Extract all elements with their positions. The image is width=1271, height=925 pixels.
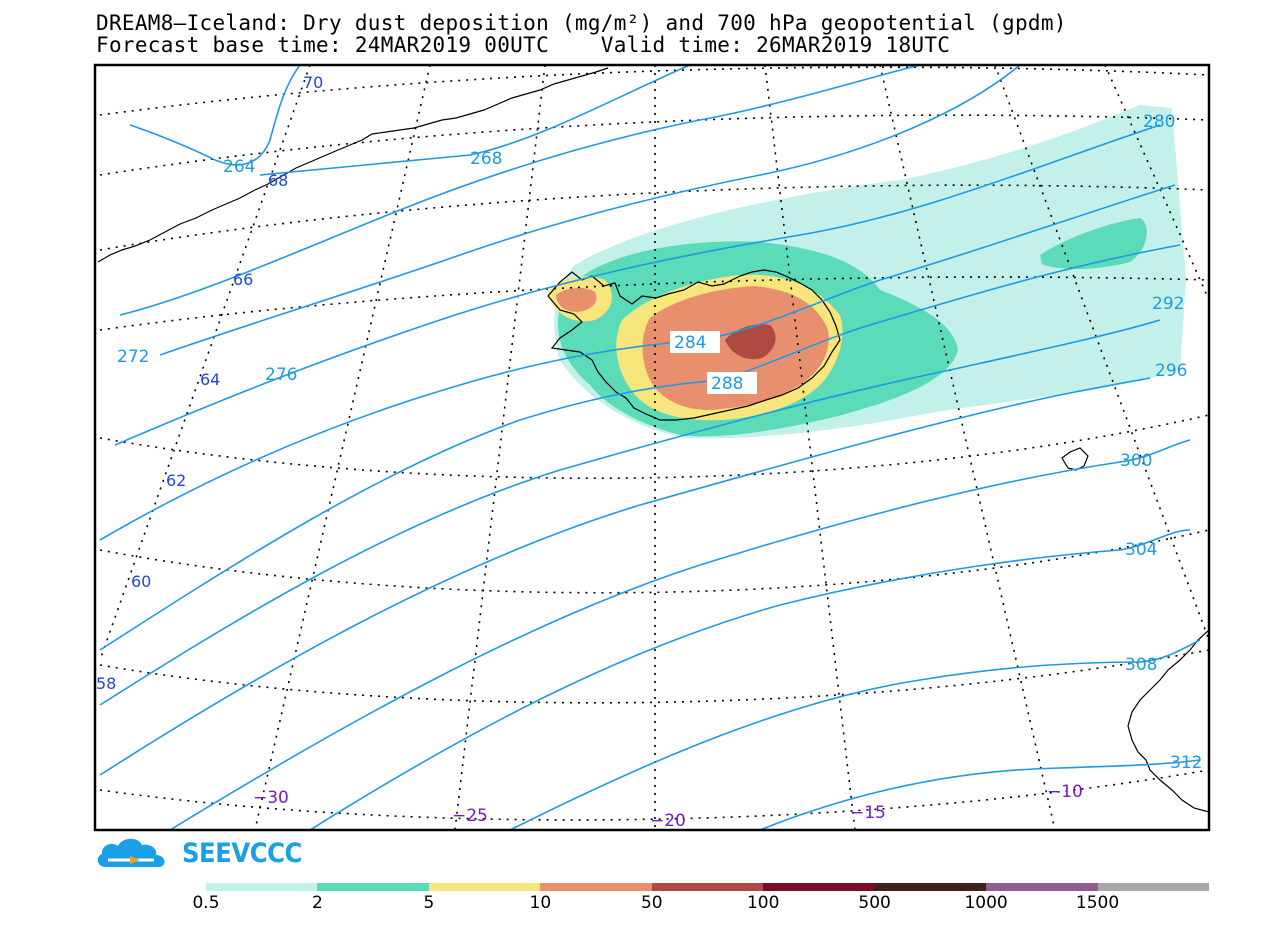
contour-304 — [309, 529, 1191, 830]
lat-line — [99, 414, 1209, 480]
colorbar-bin — [206, 883, 318, 891]
lon-line — [879, 65, 1056, 830]
contour-292 — [99, 319, 1161, 706]
map-title: DREAM8–Iceland: Dry dust deposition (mg/… — [96, 11, 1067, 35]
colorbar-label: 10 — [529, 893, 552, 913]
colorbar-bin — [540, 883, 653, 891]
lon-line — [99, 65, 311, 661]
contour-label: 276 — [265, 365, 297, 385]
colorbar-bin — [874, 883, 987, 891]
lon-line — [764, 65, 856, 830]
contour-label: 296 — [1155, 361, 1187, 381]
iceland-coast — [547, 269, 841, 421]
colorbar-label: 2 — [312, 893, 323, 913]
dust-band-10-west — [556, 287, 597, 312]
contour-label: 312 — [1170, 753, 1202, 773]
contour-288 — [99, 244, 1181, 651]
contour-label: 264 — [223, 157, 255, 177]
colorbar-label: 50 — [640, 893, 663, 913]
latitude-label: 62 — [166, 471, 186, 490]
latitude-label: 64 — [200, 370, 220, 389]
colorbar-label: 1000 — [964, 893, 1008, 913]
colorbar-label: 0.5 — [192, 893, 220, 913]
contour-label: 272 — [117, 347, 149, 367]
longitude-label: −25 — [452, 806, 488, 826]
latitude-label: 58 — [96, 674, 116, 693]
map-subtitle: Forecast base time: 24MAR2019 00UTC Vali… — [96, 33, 951, 57]
colorbar-bin — [763, 883, 876, 891]
colorbar-bin — [317, 883, 430, 891]
contour-268 — [259, 65, 691, 176]
graticule — [99, 65, 1209, 830]
lat-line — [99, 649, 1209, 704]
geopotential-contours — [99, 65, 1201, 830]
colorbar-bin — [1097, 883, 1210, 891]
lat-line — [99, 529, 1209, 594]
contour-296 — [99, 377, 1151, 776]
contour-300 — [169, 439, 1191, 830]
contour-label: 280 — [1143, 112, 1175, 132]
latitude-label: 70 — [303, 73, 323, 92]
colorbar-bin — [428, 883, 541, 891]
colorbar-label: 100 — [746, 893, 780, 913]
contour-label: 308 — [1125, 655, 1157, 675]
coastlines — [97, 67, 1209, 813]
latitude-label: 66 — [233, 270, 253, 289]
norway-coast — [1127, 629, 1209, 813]
dust-band-50 — [725, 324, 776, 360]
colorbar-label: 500 — [858, 893, 891, 913]
map-frame — [93, 63, 1211, 832]
colorbar-label: 1500 — [1075, 893, 1120, 913]
contour-label-box — [670, 331, 720, 353]
logo-text: SEEVCCC — [182, 838, 302, 869]
longitude-label: −20 — [650, 811, 686, 831]
contour-label: 292 — [1152, 294, 1184, 314]
longitude-label: −30 — [253, 788, 289, 808]
colorbar-bin — [986, 883, 1099, 891]
contour-312 — [759, 759, 1201, 830]
lon-line — [254, 65, 431, 830]
contour-272 — [119, 65, 921, 316]
longitude-label: −10 — [1047, 782, 1083, 802]
contour-308 — [509, 639, 1201, 830]
contour-264 — [129, 65, 301, 166]
contour-label: 288 — [711, 374, 743, 394]
contour-label: 284 — [674, 333, 706, 353]
colorbar-bin — [651, 883, 764, 891]
cloud-logo-icon — [97, 838, 165, 867]
latitude-label: 68 — [268, 171, 288, 190]
lat-line — [99, 276, 1209, 331]
longitude-label: −15 — [850, 803, 886, 823]
lon-line — [1104, 65, 1209, 301]
colorbar-label: 5 — [423, 893, 435, 913]
contour-280 — [114, 124, 1161, 446]
contour-label-box — [707, 372, 757, 394]
lon-line — [454, 65, 546, 830]
contour-276 — [159, 65, 1021, 356]
latitude-label: 60 — [131, 572, 151, 591]
greenland-coast — [97, 67, 609, 263]
faroe-islands — [1061, 447, 1089, 471]
contour-label: 304 — [1125, 540, 1157, 560]
lat-line — [99, 769, 1209, 821]
contour-label: 300 — [1120, 451, 1152, 471]
contour-label: 268 — [470, 149, 502, 169]
